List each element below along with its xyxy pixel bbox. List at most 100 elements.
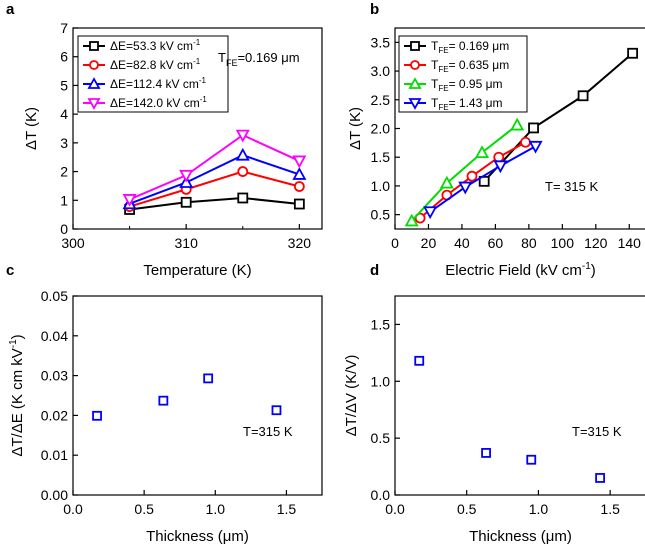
data-point xyxy=(122,194,137,207)
x-tick-label: 140 xyxy=(618,235,642,251)
annotation: T=315 K xyxy=(243,424,293,439)
legend: TFE= 0.169 μm TFE= 0.635 μm TFE= 0.95 μm TF… xyxy=(398,35,528,113)
data-point xyxy=(528,140,543,154)
legend-label: TFE= 0.169 μm xyxy=(431,39,509,55)
panel-a: a 300 310 320 0 1 2 3 4 5 6 7 Temperature (K) ΔT (K) Δ… xyxy=(6,1,323,279)
data-point xyxy=(414,355,425,366)
y-tick-label: 3 xyxy=(60,135,68,151)
data-point xyxy=(180,196,192,208)
legend-label: TFE= 1.43 μm xyxy=(431,96,503,112)
legend-entry: ΔE=82.8 kV cm-1 xyxy=(83,57,201,72)
y-tick-label: 3.0 xyxy=(371,63,391,79)
series-line xyxy=(429,145,537,213)
legend-marker xyxy=(408,98,422,110)
y-tick-label: 0.03 xyxy=(41,368,68,384)
x-tick-label: 0.0 xyxy=(385,501,405,517)
series-0 xyxy=(414,355,606,483)
data-point xyxy=(520,136,531,148)
series-line xyxy=(483,52,634,183)
data-point xyxy=(235,147,250,161)
annotation: TFE=0.169 μm xyxy=(218,50,300,68)
legend-entry: TFE= 0.169 μm xyxy=(404,39,509,55)
data-point xyxy=(466,170,478,182)
panel-c: c 0.0 0.5 1.0 1.5 0.00 0.01 0.02 0.03 0.04 0.05 Thi… xyxy=(6,262,323,545)
series-3 xyxy=(122,129,307,207)
y-tick-label: 2 xyxy=(60,164,68,180)
data-point xyxy=(235,129,250,143)
y-tick-label: 0.04 xyxy=(41,328,68,344)
x-axis-label: Temperature (K) xyxy=(143,262,251,279)
y-tick-label: 0.5 xyxy=(371,207,391,223)
legend-entry: ΔE=53.3 kV cm-1 xyxy=(83,38,201,53)
data-point xyxy=(293,181,305,192)
panel-b: b 0 20 40 60 80 100 120 140 0.5 1.0 1.5 2.0 2.5 3.0 3.5… xyxy=(347,1,645,279)
y-tick-label: 1.0 xyxy=(371,373,391,389)
y-axis-label: ΔT/ΔE (K cm kV-1) xyxy=(8,334,26,456)
y-tick-label: 1.5 xyxy=(371,316,391,332)
y-tick-label: 0.01 xyxy=(41,447,68,463)
data-point xyxy=(528,122,539,134)
panel-letter: d xyxy=(370,262,379,279)
data-point xyxy=(474,145,490,159)
legend-entry: ΔE=142.0 kV cm-1 xyxy=(83,95,207,110)
series-0 xyxy=(124,192,305,215)
y-axis-label: ΔT (K) xyxy=(23,107,40,150)
x-tick-label: 40 xyxy=(454,235,470,251)
data-point xyxy=(292,167,307,180)
series-line xyxy=(411,124,518,222)
data-point xyxy=(458,181,473,195)
legend-label: ΔE=112.4 kV cm-1 xyxy=(110,76,207,91)
data-point xyxy=(423,206,438,220)
data-point xyxy=(493,160,508,174)
legend-marker xyxy=(87,98,101,110)
y-axis-label: ΔT/ΔV (K/V) xyxy=(343,355,360,437)
x-tick-label: 60 xyxy=(488,235,504,251)
data-point xyxy=(158,395,169,406)
data-point xyxy=(481,448,491,458)
y-tick-label: 3.5 xyxy=(371,34,391,50)
series-line xyxy=(129,154,300,205)
legend: ΔE=53.3 kV cm-1 ΔE=82.8 kV cm-1 ΔE=112.4 k… xyxy=(77,35,229,113)
series-2 xyxy=(404,117,525,227)
x-tick-label: 0.5 xyxy=(134,501,154,517)
legend-label: TFE= 0.635 μm xyxy=(431,58,509,74)
y-tick-label: 2.0 xyxy=(371,121,391,137)
legend-label: ΔE=142.0 kV cm-1 xyxy=(110,95,207,110)
panel-letter: b xyxy=(370,1,379,18)
series-0 xyxy=(92,373,282,421)
x-tick-label: 320 xyxy=(288,235,312,251)
plot-frame xyxy=(394,295,645,496)
data-point xyxy=(179,169,194,183)
panel-letter: a xyxy=(6,1,15,18)
y-tick-label: 1.0 xyxy=(371,178,391,194)
x-tick-label: 1.5 xyxy=(277,501,297,517)
data-point xyxy=(92,410,102,421)
legend-marker xyxy=(89,60,99,70)
x-tick-label: 0.0 xyxy=(63,501,83,517)
data-point xyxy=(493,151,505,163)
y-tick-label: 2.5 xyxy=(371,92,391,108)
series-2 xyxy=(122,147,307,210)
data-point xyxy=(595,473,606,483)
series-3 xyxy=(423,140,543,220)
plot-frame xyxy=(72,27,323,230)
annotation: T= 315 K xyxy=(545,179,598,194)
y-tick-label: 1 xyxy=(60,192,68,208)
data-point xyxy=(293,198,305,210)
y-axis-label: ΔT (K) xyxy=(347,107,364,150)
y-tick-label: 7 xyxy=(60,20,68,36)
series-line xyxy=(129,133,300,201)
data-point xyxy=(439,175,454,189)
legend-box xyxy=(77,35,229,113)
x-tick-label: 1.5 xyxy=(600,501,620,517)
legend-label: ΔE=82.8 kV cm-1 xyxy=(110,57,201,72)
legend-marker xyxy=(87,77,101,89)
y-tick-label: 5 xyxy=(60,77,68,93)
panel-letter: c xyxy=(6,262,14,279)
data-point xyxy=(577,90,589,102)
legend-marker xyxy=(89,41,99,51)
series-line xyxy=(129,170,300,208)
x-axis-label: Electric Field (kV cm-1) xyxy=(445,261,596,279)
x-tick-label: 1.0 xyxy=(206,501,226,517)
